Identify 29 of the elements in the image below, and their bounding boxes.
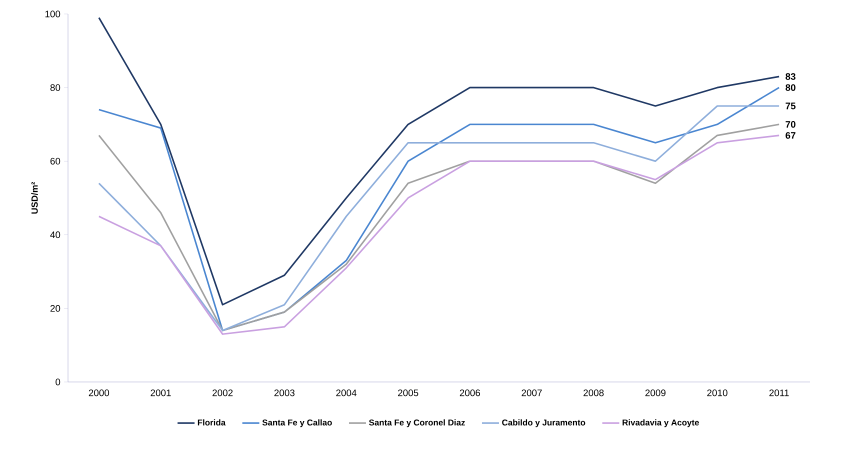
x-tick-label: 2008	[584, 389, 604, 396]
x-tick-label: 2006	[460, 389, 480, 396]
y-tick-label: 60	[50, 158, 60, 165]
y-axis-title: USD/m²	[31, 182, 38, 214]
data-label: 83	[786, 73, 796, 80]
x-tick-label: 2000	[88, 389, 110, 396]
x-tick-label: 2003	[274, 389, 295, 396]
legend-label: Santa Fe y Callao	[262, 419, 332, 428]
y-tick-label: 40	[50, 231, 60, 238]
legend-label: Santa Fe y Coronel Diaz	[369, 419, 465, 428]
data-label: 75	[786, 102, 796, 110]
data-label: 67	[786, 132, 796, 139]
y-tick-label: 20	[50, 305, 60, 312]
legend-label: Florida	[198, 419, 226, 426]
x-tick-label: 2011	[769, 389, 789, 396]
x-tick-label: 2009	[645, 389, 666, 396]
y-tick-label: 80	[50, 84, 60, 91]
x-tick-label: 2007	[522, 389, 542, 396]
y-tick-label: 100	[45, 10, 60, 18]
y-tick-label: 0	[56, 378, 60, 386]
data-label: 80	[786, 84, 796, 91]
x-tick-label: 2002	[212, 389, 233, 396]
x-tick-label: 2001	[150, 389, 171, 396]
x-tick-label: 2010	[707, 389, 728, 396]
x-tick-label: 2004	[336, 389, 357, 396]
x-tick-label: 2005	[398, 389, 418, 396]
data-label: 70	[786, 121, 796, 128]
legend-label: Cabildo y Juramento	[502, 419, 586, 428]
legend-label: Rivadavia y Acoyte	[622, 419, 699, 428]
